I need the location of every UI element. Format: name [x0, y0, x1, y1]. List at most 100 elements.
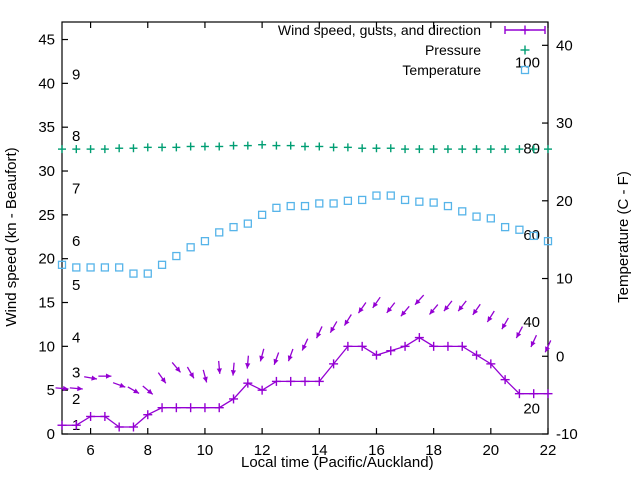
y-tick-label: 10 — [38, 338, 55, 355]
legend-label: Pressure — [425, 42, 481, 58]
chart-legend: Wind speed, gusts, and direction Pressure… — [278, 22, 546, 78]
wind-speed-point — [414, 333, 424, 343]
gust-arrow — [98, 373, 112, 379]
temperature-point — [72, 263, 81, 272]
legend-marker-plus — [520, 45, 530, 55]
gust-arrow-head — [105, 373, 112, 379]
gust-arrow-head — [77, 385, 83, 392]
legend-marker-plus — [520, 25, 530, 35]
gust-arrow — [301, 338, 309, 351]
temperature-point — [429, 198, 438, 207]
wind-speed-point — [386, 346, 396, 356]
gust-arrow-head — [188, 372, 194, 379]
gust-arrow — [55, 385, 69, 392]
x-tick-label: 22 — [540, 442, 557, 459]
gust-arrow — [186, 366, 195, 379]
temperature-point — [543, 236, 553, 246]
gust-arrow — [343, 314, 352, 326]
pressure-point — [458, 145, 467, 154]
temperature-point — [315, 199, 324, 208]
gust-arrow — [472, 303, 481, 316]
wind-speed-point — [429, 341, 439, 351]
pressure-point — [515, 145, 524, 154]
gust-arrow-head — [273, 358, 279, 365]
temperature-point — [400, 195, 410, 205]
pressure-point — [401, 145, 410, 154]
x-axis-title: Local time (Pacific/Auckland) — [241, 454, 434, 471]
x-axis-ticks: 6 8 10 12 14 16 18 20 22 — [86, 22, 556, 459]
gust-arrow-head — [487, 316, 493, 323]
pressure-point — [386, 144, 395, 153]
gust-arrow-head — [259, 355, 265, 362]
temperature-point — [229, 222, 238, 232]
temperature-point — [358, 195, 367, 205]
pressure-point — [358, 144, 367, 153]
pressure-point — [343, 143, 352, 152]
gust-arrow-head — [287, 355, 293, 362]
pressure-point — [100, 145, 109, 154]
pressure-point — [258, 140, 267, 149]
gust-arrow — [414, 294, 425, 306]
temperature-point — [100, 263, 110, 272]
wind-speed-point — [86, 411, 96, 421]
temperature-point — [143, 269, 152, 278]
gust-arrow — [287, 348, 294, 362]
y-tick-label: 0 — [47, 426, 55, 443]
gust-arrow — [259, 348, 265, 362]
pressure-point — [429, 145, 438, 154]
gust-arrow — [400, 305, 410, 317]
temperature-point — [172, 251, 181, 261]
temperature-point — [286, 201, 295, 211]
y-axis-ticks: 0 5 10 15 20 25 30 35 40 45 — [38, 32, 68, 443]
y2-tick-label: 0 — [556, 348, 564, 365]
temperature-point — [472, 212, 481, 221]
wind-speed-point — [286, 376, 296, 386]
gust-arrow — [501, 317, 509, 330]
gust-arrow — [157, 372, 167, 384]
pressure-point — [243, 141, 252, 150]
temperature-point — [243, 219, 252, 228]
temperature-point — [415, 197, 424, 206]
temperature-point — [343, 196, 353, 205]
pressure-point — [158, 143, 167, 152]
gust-arrow — [443, 300, 453, 312]
pressure-point — [229, 141, 238, 150]
x-tick-label: 20 — [482, 442, 499, 459]
wind-speed-point — [71, 420, 81, 430]
temperature-point — [500, 222, 510, 232]
gust-arrow — [202, 369, 208, 383]
gust-arrow — [428, 304, 439, 315]
wind-speed-point — [143, 410, 153, 420]
pressure-point — [529, 145, 538, 154]
wind-speed-point — [500, 375, 510, 385]
wind-speed-point — [300, 376, 310, 386]
x-tick-label: 14 — [311, 442, 328, 459]
y2-tick-label: 20 — [556, 193, 573, 210]
gust-direction-arrows — [55, 294, 552, 395]
x-tick-label: 18 — [425, 442, 442, 459]
temperature-point — [329, 199, 338, 208]
gust-arrow-head — [330, 326, 336, 333]
pressure-point — [472, 145, 481, 154]
gust-arrow — [372, 296, 381, 309]
gust-arrow-head — [202, 376, 208, 383]
y2-tick-label: 40 — [556, 37, 573, 54]
temperature-point — [300, 201, 310, 211]
x-tick-label: 8 — [144, 442, 152, 459]
wind-speed-point — [243, 378, 253, 388]
temperature-point — [486, 214, 495, 223]
plot-border — [61, 21, 549, 435]
pressure-point — [329, 143, 338, 152]
x-tick-label: 6 — [86, 442, 94, 459]
wind-speed-point — [529, 389, 539, 399]
y2-tick-label: 10 — [556, 271, 573, 288]
beaufort-label: 6 — [72, 233, 80, 250]
temperature-point — [86, 263, 95, 272]
fahrenheit-label: 20 — [523, 400, 540, 417]
gust-arrow-head — [133, 388, 140, 394]
temperature-point — [215, 228, 224, 237]
gust-arrow — [515, 326, 524, 339]
wind-speed-point — [443, 341, 453, 351]
gust-arrow — [127, 386, 140, 394]
